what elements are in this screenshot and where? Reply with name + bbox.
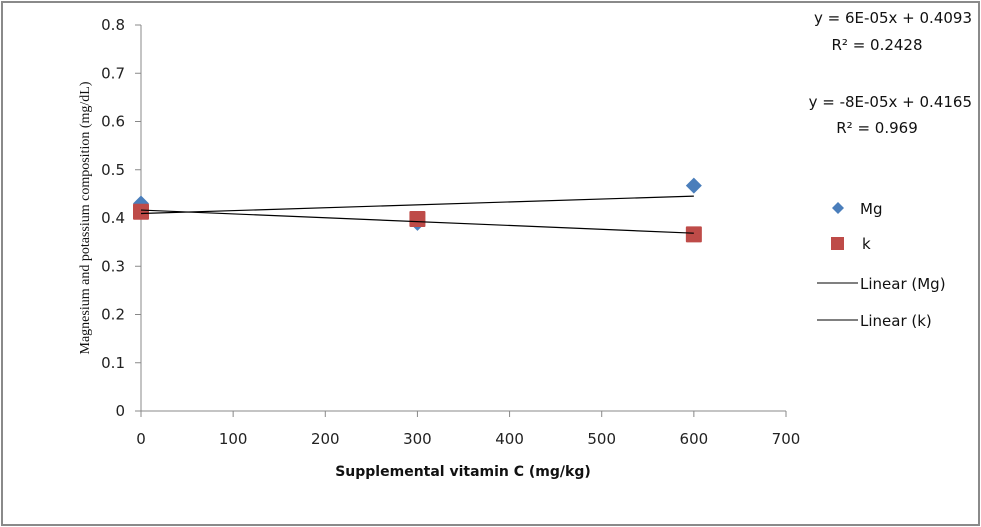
x-tick-label: 100 <box>219 430 248 448</box>
trendline-equations: y = 6E-05x + 0.4093 R² = 0.2428 y = -8E-… <box>809 9 972 137</box>
x-tick-label: 600 <box>680 430 709 448</box>
y-ticks: 0 0.1 0.2 0.3 0.4 0.5 0.6 0.7 0.8 <box>101 16 141 420</box>
x-tick-label: 200 <box>311 430 340 448</box>
legend: Mg k Linear (Mg) Linear (k) <box>817 200 946 330</box>
y-tick-label: 0.7 <box>101 64 125 82</box>
legend-item-linear-k: Linear (k) <box>817 312 932 330</box>
trendline-equation-mg: y = 6E-05x + 0.4093 <box>814 9 972 27</box>
y-tick-label: 0.8 <box>101 16 125 34</box>
legend-label-mg: Mg <box>860 200 882 218</box>
x-tick-label: 400 <box>495 430 524 448</box>
data-point-mg <box>685 177 702 194</box>
trendline-r2-mg: R² = 0.2428 <box>831 36 922 54</box>
axes <box>140 25 786 412</box>
y-tick-label: 0.3 <box>101 257 125 275</box>
legend-item-linear-mg: Linear (Mg) <box>817 275 946 293</box>
legend-label-k: k <box>862 235 871 253</box>
trendline-k <box>140 209 694 234</box>
legend-item-k: k <box>831 235 871 253</box>
x-tick-label: 500 <box>587 430 616 448</box>
y-tick-label: 0.5 <box>101 161 125 179</box>
data-point-k <box>409 210 426 227</box>
legend-marker-diamond <box>832 202 844 214</box>
y-tick-label: 0.1 <box>101 354 125 372</box>
legend-label-linear-mg: Linear (Mg) <box>860 275 946 293</box>
x-tick-label: 300 <box>403 430 432 448</box>
y-tick-label: 0 <box>115 402 125 420</box>
data-points <box>133 177 702 243</box>
data-point-k <box>133 203 149 220</box>
x-ticks: 0 100 200 300 400 500 600 700 <box>136 411 800 448</box>
trendlines <box>140 195 694 234</box>
y-tick-label: 0.4 <box>101 209 125 227</box>
x-tick-label: 0 <box>136 430 146 448</box>
x-axis-title: Supplemental vitamin C (mg/kg) <box>335 464 591 480</box>
legend-label-linear-k: Linear (k) <box>860 312 932 330</box>
legend-marker-square <box>831 237 844 250</box>
x-tick-label: 700 <box>772 430 801 448</box>
y-tick-label: 0.6 <box>101 113 125 131</box>
legend-item-mg: Mg <box>832 200 882 218</box>
trendline-equation-k: y = -8E-05x + 0.4165 <box>809 93 972 111</box>
data-point-k <box>685 226 702 243</box>
y-tick-label: 0.2 <box>101 306 125 324</box>
trendline-r2-k: R² = 0.969 <box>836 119 917 137</box>
y-axis-title: Magnesium and potassium composition (mg/… <box>78 81 93 354</box>
trendline-mg <box>140 195 694 215</box>
